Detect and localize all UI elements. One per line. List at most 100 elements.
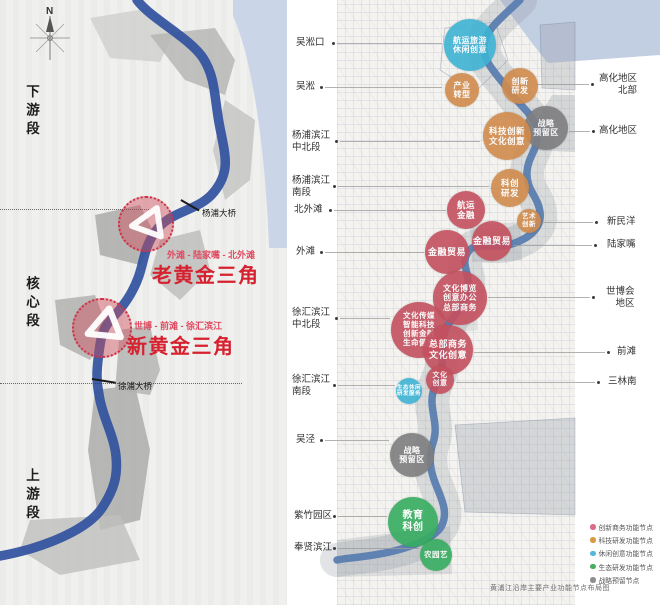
label-dot — [332, 41, 335, 45]
legend-label: 创新商务功能节点 — [598, 525, 653, 532]
area-label-right: 高化地区 北部 — [599, 73, 638, 97]
legend-item: 战略预留节点 — [590, 575, 653, 585]
legend-dot-icon — [590, 563, 596, 570]
label-dot — [591, 82, 594, 86]
function-node-green: 农园艺 — [420, 539, 452, 571]
legend-item: 生态研发功能节点 — [590, 562, 653, 572]
function-node-cyan: 航运旅游 休闲创意 — [444, 19, 496, 71]
label-dot — [592, 295, 595, 299]
golden-triangle-title: 老黄金三角 — [152, 265, 260, 287]
label-connector-line — [542, 222, 593, 223]
label-dot — [320, 250, 323, 254]
legend-label: 战略预留节点 — [598, 577, 640, 585]
label-dot — [592, 129, 595, 133]
function-node-orange: 科技创新 文化创意 — [483, 112, 531, 160]
district-boundaries — [439, 21, 576, 516]
sea-area — [233, 0, 287, 248]
legend-item: 创新商务功能节点 — [590, 522, 653, 532]
triangle-marker-icon — [84, 305, 124, 341]
area-label-right: 世博会 地区 — [606, 286, 635, 310]
function-node-red: 文化传媒 智能科技 创新金融 生命健康 — [391, 302, 447, 358]
label-dot — [594, 243, 597, 247]
urban-patches — [20, 8, 255, 575]
area-label-left: 北外滩 — [294, 204, 323, 215]
label-connector-line — [513, 245, 592, 246]
label-dot — [333, 514, 336, 518]
function-node-red: 金融贸易 — [472, 221, 512, 261]
section-divider-line — [0, 209, 153, 210]
legend-dot-icon — [590, 550, 596, 557]
label-dot — [335, 316, 338, 320]
function-node-green: 教育 科创 — [388, 497, 438, 547]
label-connector-line — [488, 297, 590, 298]
legend-label: 生态研发功能节点 — [598, 564, 653, 572]
function-node-orange: 艺术 创新 — [517, 209, 541, 233]
label-dot — [595, 220, 598, 224]
golden-triangle-subtitle: 外滩 - 陆家嘴 - 北外滩 — [167, 250, 255, 260]
section-divider-line — [0, 383, 242, 384]
area-label-left: 吴淞 — [296, 81, 316, 92]
function-node-orange: 科创 研发 — [491, 169, 529, 207]
area-label-right: 三林南 — [608, 376, 637, 387]
river-section-label: 上游段 — [24, 468, 39, 524]
area-label-right: 陆家嘴 — [607, 239, 636, 250]
label-dot — [333, 546, 336, 550]
area-label-left: 紫竹园区 — [294, 510, 333, 521]
legend: 创新商务功能节点 科技研发功能节点 休闲创意功能节点 生态研发功能节点 战略预留节点 — [590, 522, 653, 588]
legend-dot-icon — [590, 524, 596, 530]
label-connector-line — [340, 141, 480, 142]
area-label-left: 奉贤滨江 — [294, 542, 333, 553]
function-node-cyan: 生态休闲 研发服务 — [396, 378, 422, 404]
area-label-left: 徐汇滨江 中北段 — [292, 307, 331, 331]
triangle-marker-icon — [128, 205, 164, 240]
golden-triangle-ring — [118, 196, 174, 252]
function-node-grey: 战略 预留区 — [524, 106, 568, 150]
legend-item: 科技研发功能节点 — [590, 535, 653, 545]
label-connector-line — [337, 43, 442, 44]
legend-label: 休闲创意功能节点 — [598, 551, 653, 559]
label-dot — [607, 350, 610, 354]
label-connector-line — [338, 186, 489, 187]
river-section-label: 核心段 — [24, 276, 39, 332]
label-connector-line — [474, 352, 605, 353]
river-section-label: 下游段 — [24, 84, 39, 140]
golden-triangle-subtitle: 世博 - 前滩 - 徐汇滨江 — [134, 321, 222, 331]
label-dot — [333, 184, 336, 188]
label-connector-line — [338, 548, 419, 549]
area-label-left: 徐汇滨江 南段 — [292, 374, 331, 398]
label-connector-line — [338, 516, 387, 517]
label-dot — [320, 85, 323, 89]
label-dot — [333, 383, 336, 387]
area-label-right: 前滩 — [617, 346, 637, 357]
area-label-right: 高化地区 — [599, 125, 638, 136]
area-label-left: 杨浦滨江 中北段 — [292, 130, 331, 154]
compass-icon — [30, 16, 70, 60]
label-connector-line — [456, 382, 595, 383]
area-label-left: 吴淞口 — [296, 37, 325, 48]
function-node-orange: 产业 转型 — [445, 73, 479, 107]
golden-triangle-ring — [72, 298, 132, 358]
label-connector-line — [338, 385, 395, 386]
area-label-left: 外滩 — [296, 246, 316, 257]
compass-north-label: N — [46, 6, 54, 17]
function-node-red: 文化 创意 — [426, 366, 454, 394]
label-connector-line — [325, 87, 442, 88]
label-connector-line — [325, 252, 424, 253]
label-connector-line — [569, 131, 590, 132]
label-connector-line — [334, 210, 446, 211]
area-label-left: 吴泾 — [296, 434, 316, 445]
label-dot — [335, 139, 338, 143]
label-dot — [329, 208, 332, 212]
legend-label: 科技研发功能节点 — [598, 538, 653, 546]
bridge-label: 徐浦大桥 — [118, 381, 153, 391]
label-connector-line — [340, 318, 390, 319]
golden-triangle-title: 新黄金三角 — [127, 336, 235, 358]
legend-dot-icon — [590, 537, 596, 543]
map-caption: 黄浦江沿岸主要产业功能节点布局图 — [490, 585, 610, 592]
right-map: 创新商务功能节点 科技研发功能节点 休闲创意功能节点 生态研发功能节点 战略预留节点 黄… — [290, 0, 660, 605]
legend-item: 休闲创意功能节点 — [590, 548, 653, 558]
left-map-terrain — [0, 0, 287, 575]
left-map: N 下游段核心段上游段 杨浦大桥徐浦大桥 外滩 - 陆家嘴 - 北外滩老黄金三角世博… — [0, 0, 287, 605]
bridge-label: 杨浦大桥 — [202, 208, 237, 218]
